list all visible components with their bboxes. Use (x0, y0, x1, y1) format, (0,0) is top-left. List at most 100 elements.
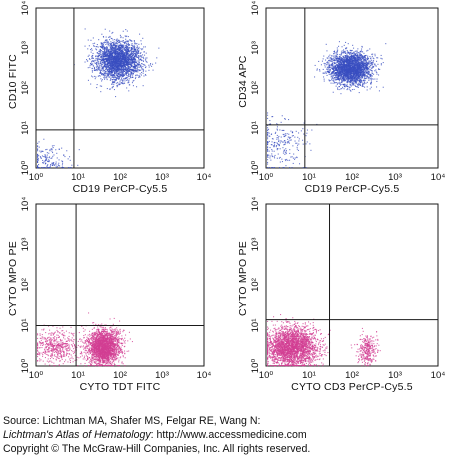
event-point (124, 80, 126, 82)
event-point (333, 59, 335, 61)
event-point (133, 58, 135, 60)
event-point (115, 82, 117, 84)
event-point (136, 52, 138, 54)
event-point (103, 65, 105, 67)
event-point (357, 86, 359, 88)
event-point (103, 51, 105, 53)
event-point (95, 48, 97, 50)
event-point (347, 43, 349, 45)
event-point (97, 57, 99, 59)
event-point (343, 76, 345, 78)
event-point (344, 86, 346, 88)
event-point (134, 55, 136, 57)
event-point (120, 65, 122, 67)
event-point (113, 64, 115, 66)
event-point (89, 64, 91, 66)
event-point (118, 56, 120, 58)
event-point (348, 88, 350, 90)
event-point (110, 64, 112, 66)
event-point (112, 61, 114, 63)
event-point (114, 65, 116, 67)
event-point (122, 67, 124, 69)
event-point (98, 63, 100, 65)
event-point (94, 42, 96, 44)
event-point (142, 85, 144, 87)
event-point (331, 61, 333, 63)
event-point (359, 81, 361, 83)
event-point (121, 69, 123, 71)
event-point (128, 53, 130, 55)
event-point (361, 81, 363, 83)
event-point (111, 74, 113, 76)
event-point (112, 65, 114, 67)
event-point (40, 151, 42, 153)
event-point (109, 79, 111, 81)
event-point (107, 51, 109, 53)
event-point (130, 44, 132, 46)
event-point (368, 76, 370, 78)
event-point (124, 82, 126, 84)
event-point (115, 59, 117, 61)
event-point (128, 40, 130, 42)
event-point (112, 56, 114, 58)
event-point (46, 158, 48, 160)
event-point (131, 69, 133, 71)
event-point (37, 161, 39, 163)
event-point (115, 64, 117, 66)
event-point (88, 54, 90, 56)
event-point (115, 78, 117, 80)
event-point (351, 89, 353, 91)
event-point (123, 62, 125, 64)
event-point (132, 69, 134, 71)
event-point (131, 72, 133, 74)
event-point (140, 43, 142, 45)
event-point (37, 159, 39, 161)
event-point (125, 50, 127, 52)
event-point (329, 69, 331, 71)
event-point (152, 69, 154, 71)
event-point (358, 52, 360, 54)
event-point (107, 72, 109, 74)
event-point (130, 65, 132, 67)
event-point (349, 53, 351, 55)
event-point (121, 55, 123, 57)
event-point (136, 47, 138, 49)
event-point (123, 61, 125, 63)
event-point (129, 57, 131, 59)
event-point (37, 150, 39, 152)
event-point (364, 86, 366, 88)
event-point (137, 52, 139, 54)
event-point (55, 163, 57, 165)
event-point (332, 66, 334, 68)
event-point (131, 62, 133, 64)
event-point (371, 72, 373, 74)
event-point (126, 46, 128, 48)
event-point (45, 149, 47, 151)
event-point (127, 69, 129, 71)
event-point (114, 52, 116, 54)
event-point (331, 79, 333, 81)
event-point (123, 62, 125, 64)
event-point (385, 43, 387, 45)
event-point (133, 79, 135, 81)
event-point (360, 50, 362, 52)
event-point (130, 73, 132, 75)
event-point (96, 84, 98, 86)
event-point (111, 48, 113, 50)
event-point (113, 77, 115, 79)
event-point (111, 42, 113, 44)
event-point (148, 69, 150, 71)
event-point (37, 160, 39, 162)
event-point (111, 61, 113, 63)
event-point (331, 62, 333, 64)
event-point (110, 65, 112, 67)
event-point (127, 57, 129, 59)
event-point (41, 150, 43, 152)
event-point (132, 74, 134, 76)
event-point (105, 68, 107, 70)
event-point (122, 75, 124, 77)
event-point (102, 45, 104, 47)
event-point (126, 55, 128, 57)
event-point (126, 72, 128, 74)
event-point (127, 79, 129, 81)
